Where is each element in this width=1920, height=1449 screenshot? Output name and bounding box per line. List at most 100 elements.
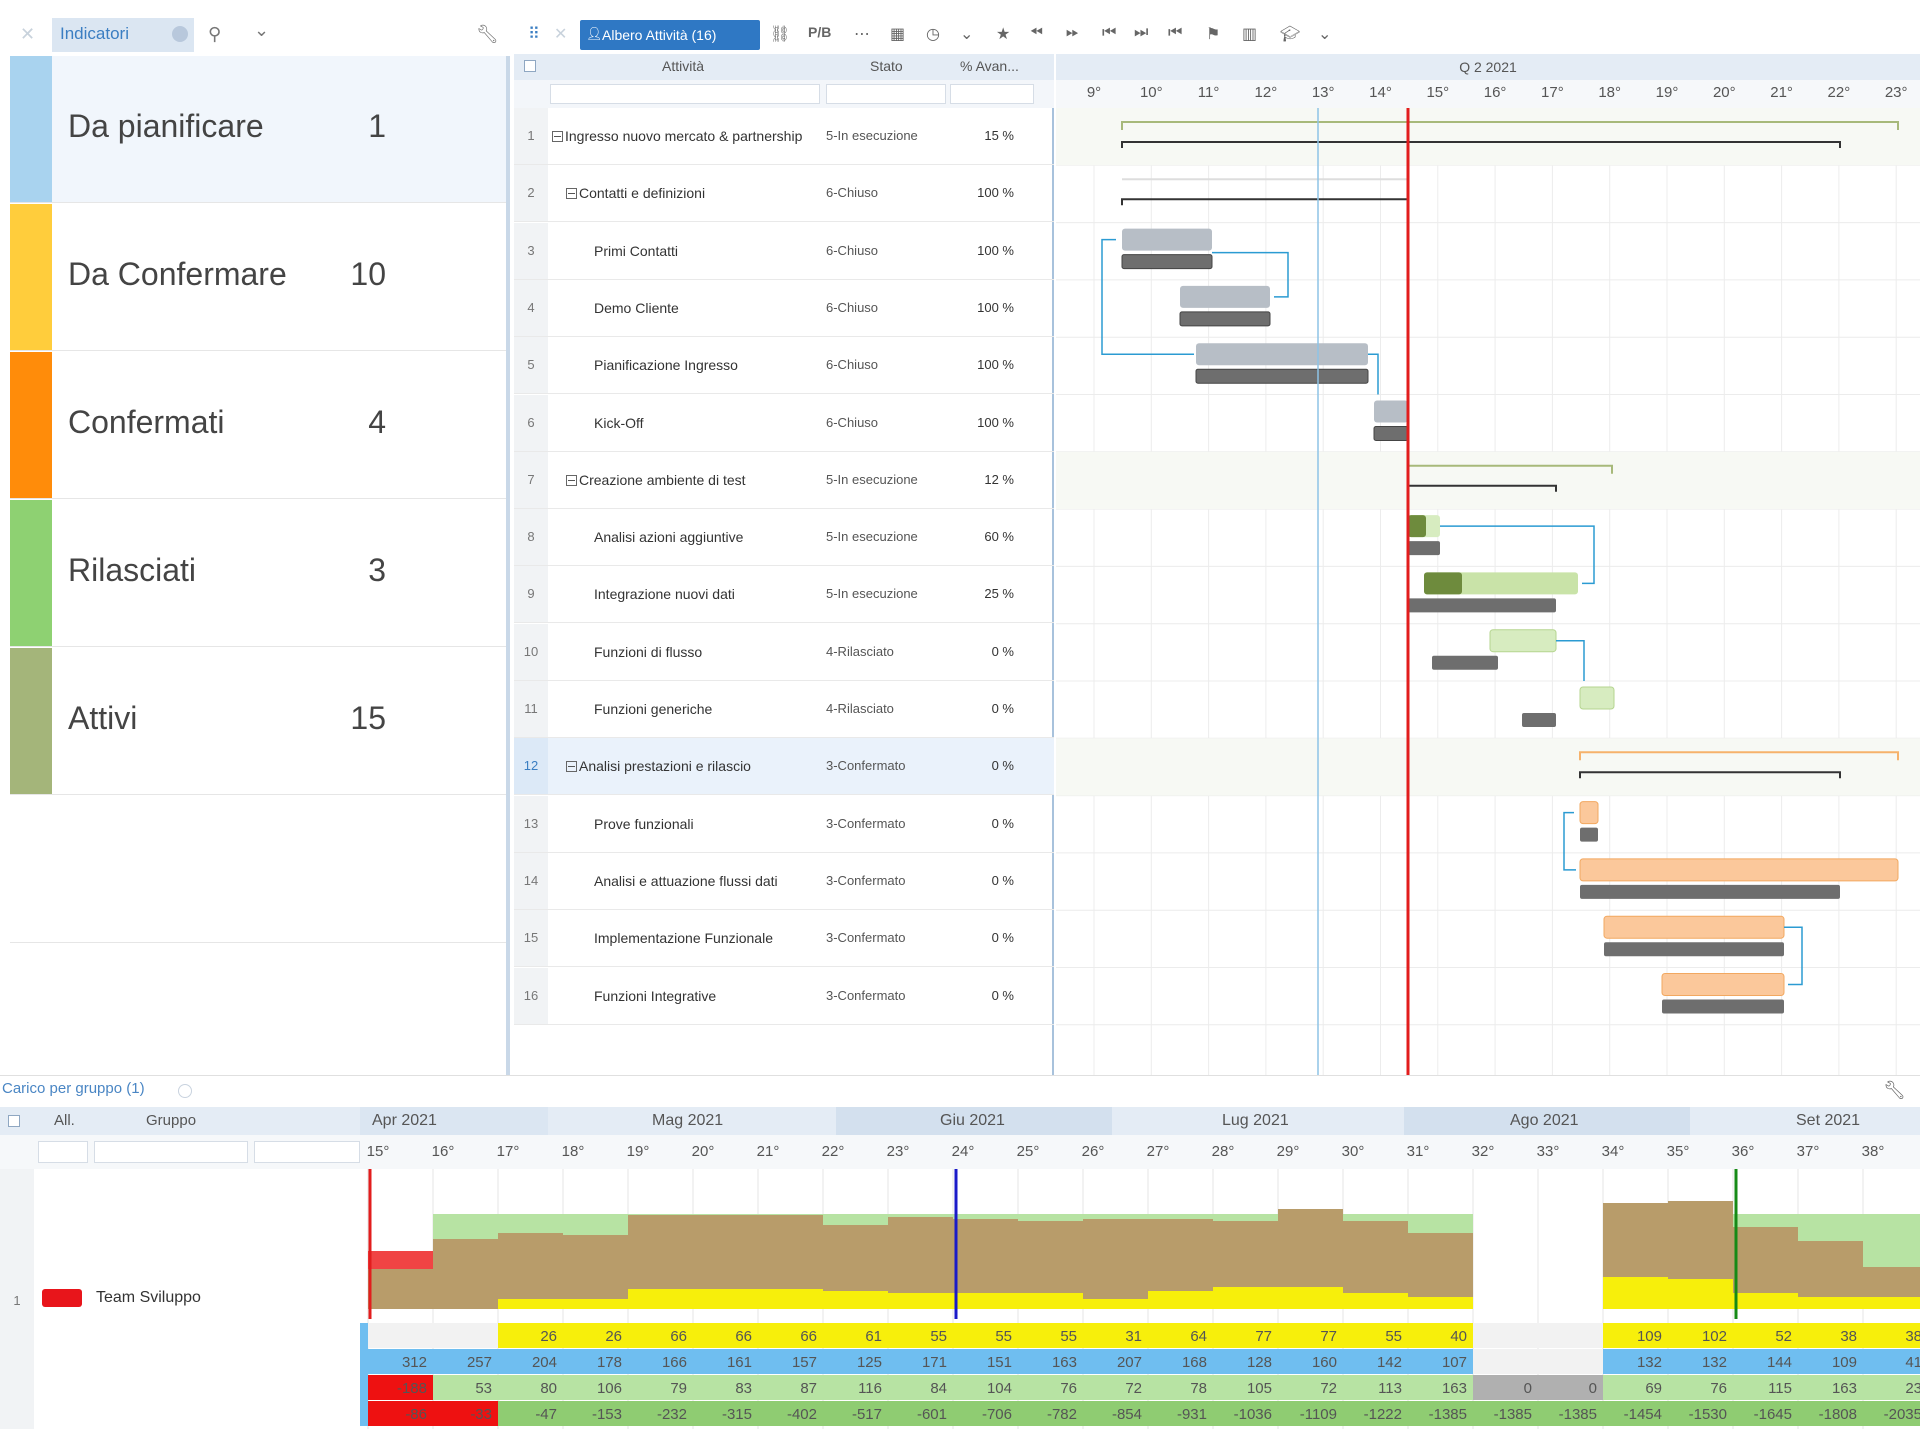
col-attivita[interactable]: Attività (662, 58, 705, 74)
task-name[interactable]: Implementazione Funzionale (594, 930, 773, 946)
task-row[interactable]: 5 Pianificazione Ingresso 6-Chiuso 100 % (514, 337, 1054, 395)
task-name[interactable]: Analisi prestazioni e rilascio (566, 758, 751, 774)
search-icon[interactable]: ⚲ (208, 24, 222, 44)
task-row[interactable]: 3 Primi Contatti 6-Chiuso 100 % (514, 222, 1054, 280)
task-name[interactable]: Analisi azioni aggiuntive (594, 529, 743, 545)
collapse-icon[interactable] (566, 761, 577, 773)
select-all-checkbox[interactable] (524, 60, 536, 72)
link-icon[interactable]: ⛓︎ (770, 26, 791, 43)
task-name[interactable]: Integrazione nuovi dati (594, 586, 735, 602)
col-avanzamento[interactable]: % Avan... (960, 58, 1019, 74)
status-row-da-confermare[interactable]: Da Confermare 10 (10, 204, 506, 351)
task-name[interactable]: Creazione ambiente di test (566, 472, 746, 488)
status-row-rilasciati[interactable]: Rilasciati 3 (10, 500, 506, 647)
filter-attivita-input[interactable] (550, 84, 820, 104)
task-row[interactable]: 16 Funzioni Integrative 3-Confermato 0 % (514, 967, 1054, 1025)
filter-gruppo-input[interactable] (94, 1141, 248, 1163)
task-row[interactable]: 15 Implementazione Funzionale 3-Confermato… (514, 910, 1054, 968)
load-week-label: 22° (821, 1143, 845, 1160)
task-name[interactable]: Funzioni Integrative (594, 988, 716, 1004)
task-name[interactable]: Funzioni generiche (594, 701, 712, 717)
collapse-icon[interactable] (566, 474, 577, 486)
skip-start-icon[interactable]: ⏮︎ (1102, 24, 1117, 41)
task-row[interactable]: 1 Ingresso nuovo mercato & partnership 5-I… (514, 108, 1054, 165)
filter-all-input[interactable] (38, 1141, 88, 1163)
double-chevron-icon[interactable]: ⌄ (960, 26, 974, 43)
task-name[interactable]: Prove funzionali (594, 816, 694, 832)
skip-end-icon[interactable]: ⏭︎ (1134, 24, 1149, 41)
task-row[interactable]: 14 Analisi e attuazione flussi dati 3-Conf… (514, 852, 1054, 910)
chevron-down-icon[interactable]: ⌄ (254, 20, 270, 40)
pb-button[interactable]: P/B (808, 24, 832, 40)
gantt-week-label: 20° (1712, 84, 1736, 101)
task-row[interactable]: 12 Analisi prestazioni e rilascio 3-Confer… (514, 738, 1054, 796)
collapse-icon[interactable] (566, 188, 577, 200)
task-row[interactable]: 9 Integrazione nuovi dati 5-In esecuzione 2… (514, 566, 1054, 624)
tab-indicatori[interactable]: Indicatori (52, 18, 194, 52)
task-name[interactable]: Contatti e definizioni (566, 185, 705, 201)
load-row-yellow-cell (433, 1323, 498, 1348)
col-gruppo[interactable]: Gruppo (146, 1112, 197, 1129)
col-all[interactable]: All. (54, 1112, 75, 1129)
filter-extra-input[interactable] (254, 1141, 360, 1163)
close-icon[interactable]: ✕ (554, 26, 568, 43)
status-row-da-pianificare[interactable]: Da pianificare 1 (10, 56, 506, 203)
filter-avanz-input[interactable] (950, 84, 1034, 104)
task-name[interactable]: Analisi e attuazione flussi dati (594, 873, 778, 889)
tab-close-icon[interactable] (178, 1084, 192, 1098)
wrench-icon[interactable]: 🔧︎ (476, 24, 499, 44)
task-row-number: 11 (514, 681, 548, 737)
load-row-cumulative-cell (1473, 1401, 1538, 1426)
flag-icon[interactable]: ⚑ (1206, 26, 1221, 43)
team-label[interactable]: Team Sviluppo (96, 1289, 201, 1306)
wrench-icon[interactable]: 🔧︎ (1883, 1080, 1906, 1100)
gantt-chart[interactable] (1056, 108, 1920, 1075)
status-label: Attivi (68, 700, 138, 736)
chart-icon[interactable]: ▥ (1242, 26, 1258, 43)
load-week-label: 36° (1731, 1143, 1755, 1160)
filter-stato-input[interactable] (826, 84, 946, 104)
select-all-checkbox[interactable] (8, 1115, 20, 1127)
status-row-attivi[interactable]: Attivi 15 (10, 648, 506, 795)
task-name[interactable]: Demo Cliente (594, 300, 679, 316)
task-name[interactable]: Ingresso nuovo mercato & partnership (552, 128, 802, 144)
gantt-baseline (1580, 827, 1598, 842)
tab-albero-attivita[interactable]: 👤︎ Albero Attività (16) (580, 20, 760, 50)
fast-forward-icon[interactable]: ⏩︎ (1066, 24, 1079, 41)
star-icon[interactable]: ★ (996, 26, 1011, 43)
close-icon[interactable]: ✕ (20, 24, 36, 44)
task-name[interactable]: Pianificazione Ingresso (594, 357, 738, 373)
load-row-blue-value: 142 (1377, 1354, 1402, 1371)
task-name[interactable]: Primi Contatti (594, 243, 678, 259)
calendar-icon[interactable]: ▦ (890, 26, 906, 43)
gantt-baseline (1408, 541, 1440, 556)
rewind-icon[interactable]: ⏪︎ (1030, 24, 1043, 41)
col-stato[interactable]: Stato (870, 58, 903, 74)
chevron-down-icon[interactable]: ⌄ (1318, 26, 1332, 43)
task-row[interactable]: 11 Funzioni generiche 4-Rilasciato 0 % (514, 681, 1054, 738)
collapse-icon[interactable] (552, 131, 563, 142)
clock-icon[interactable]: ◷ (926, 26, 940, 43)
load-week-label: 25° (1016, 1143, 1040, 1160)
task-row[interactable]: 13 Prove funzionali 3-Confermato 0 % (514, 795, 1054, 853)
task-name[interactable]: Funzioni di flusso (594, 644, 702, 660)
task-row[interactable]: 8 Analisi azioni aggiuntive 5-In esecuzion… (514, 509, 1054, 567)
first-icon[interactable]: ⏮︎ (1168, 24, 1183, 41)
task-row[interactable]: 4 Demo Cliente 6-Chiuso 100 % (514, 279, 1054, 337)
task-name[interactable]: Kick-Off (594, 415, 644, 431)
load-row-blue-value: 132 (1637, 1354, 1662, 1371)
more-icon[interactable]: ⋯ (854, 26, 870, 43)
task-row[interactable]: 7 Creazione ambiente di test 5-In esecuzio… (514, 451, 1054, 509)
load-row-green-value: 106 (597, 1380, 622, 1397)
load-bar (498, 1233, 563, 1299)
task-row[interactable]: 10 Funzioni di flusso 4-Rilasciato 0 % (514, 623, 1054, 681)
gantt-week-label: 15° (1426, 84, 1450, 101)
grid-icon[interactable]: ⠿ (528, 26, 540, 43)
status-row-confermati[interactable]: Confermati 4 (10, 352, 506, 499)
tab-carico-per-gruppo[interactable]: Carico per gruppo (1) (2, 1080, 145, 1097)
task-row[interactable]: 2 Contatti e definizioni 6-Chiuso 100 % (514, 165, 1054, 223)
task-row[interactable]: 6 Kick-Off 6-Chiuso 100 % (514, 394, 1054, 452)
graduation-icon[interactable]: 🎓︎ (1280, 26, 1301, 43)
status-count: 15 (350, 700, 386, 736)
tab-close-icon[interactable] (172, 26, 188, 42)
